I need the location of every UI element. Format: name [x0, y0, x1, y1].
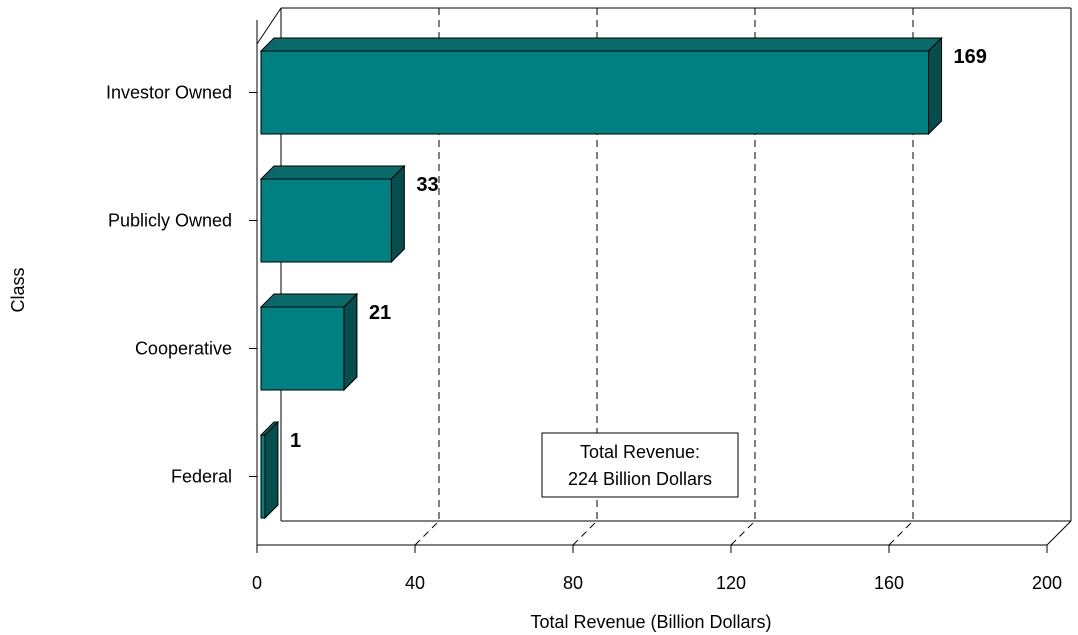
bars: 169 33 21 1: [259, 36, 987, 520]
bar-side-face: [928, 36, 943, 136]
y-tick-label: Investor Owned: [106, 83, 232, 103]
plot-frame: [256, 7, 1072, 546]
y-axis-title: Class: [8, 267, 28, 312]
floor-gridline-120: [730, 520, 756, 546]
data-label: 33: [416, 174, 438, 196]
note-line-1: Total Revenue:: [580, 442, 700, 462]
data-label: 1: [290, 430, 301, 452]
bar-front-face: [260, 178, 392, 263]
y-tick-label: Cooperative: [135, 339, 232, 359]
data-label: 169: [954, 46, 987, 68]
bar-side-face: [264, 420, 279, 520]
floor-gridline-40: [414, 520, 440, 546]
x-tick-label: 40: [405, 573, 425, 593]
y-tick-label: Federal: [171, 467, 232, 487]
bar-publicly-owned: 33: [259, 164, 439, 264]
x-tick-label: 80: [563, 573, 583, 593]
total-revenue-note: Total Revenue: 224 Billion Dollars: [541, 432, 739, 498]
bar-top-face: [259, 37, 943, 52]
bar-federal: 1: [259, 420, 301, 520]
bar-side-face: [343, 292, 358, 392]
bar-cooperative: 21: [259, 292, 391, 392]
bar-side-face: [390, 164, 405, 264]
y-tick-label: Publicly Owned: [108, 211, 232, 231]
data-label: 21: [369, 302, 391, 324]
note-line-2: 224 Billion Dollars: [568, 469, 712, 489]
bar-investor-owned: 169: [259, 36, 987, 136]
bar-top-face: [259, 165, 406, 180]
floor-right-edge: [1046, 520, 1072, 546]
x-tick-label: 160: [874, 573, 904, 593]
floor-gridline-80: [572, 520, 598, 546]
x-tick-label: 120: [716, 573, 746, 593]
bar-top-face: [259, 293, 359, 308]
note-box: [541, 432, 739, 498]
x-axis-title: Total Revenue (Billion Dollars): [530, 612, 771, 632]
x-tick-label: 200: [1032, 573, 1062, 593]
bar-front-face: [260, 434, 266, 519]
floor-gridline-160: [888, 520, 914, 546]
axes: Investor Owned Publicly Owned Cooperative F…: [106, 83, 1062, 594]
bar-front-face: [260, 50, 930, 135]
left-wall-top-edge: [256, 7, 282, 45]
bar-front-face: [260, 306, 345, 391]
x-tick-label: 0: [252, 573, 262, 593]
